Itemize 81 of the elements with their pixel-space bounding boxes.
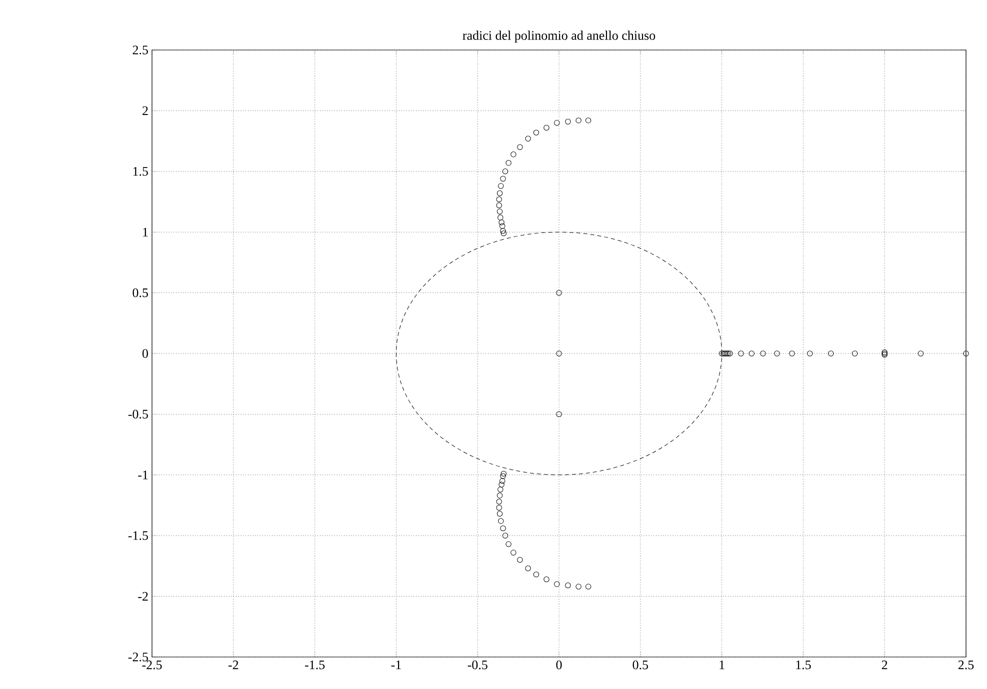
point: [496, 190, 503, 196]
y-tick-label: 0: [142, 349, 148, 358]
point: [500, 470, 506, 477]
point: [498, 220, 504, 226]
point: [727, 350, 733, 356]
y-tick-label: 0.5: [132, 288, 148, 298]
point: [498, 518, 504, 524]
point: [498, 214, 504, 220]
point: [576, 118, 582, 124]
point: [500, 176, 506, 182]
point: [963, 350, 969, 356]
chart-title: radici del polinomio ad anello chiuso: [462, 30, 656, 42]
point: [498, 486, 504, 492]
y-tick-label: 1.5: [133, 167, 148, 176]
point: [565, 582, 571, 588]
point: [585, 118, 592, 124]
x-tick-label: 2: [882, 660, 888, 670]
point: [496, 504, 502, 511]
point: [852, 350, 858, 356]
y-tick-label: 2: [142, 106, 148, 116]
point: [554, 120, 560, 126]
point: [506, 160, 512, 166]
y-tick-label: -1: [138, 470, 148, 480]
x-tick-label: 0.5: [632, 660, 648, 670]
point: [517, 557, 523, 563]
point: [496, 492, 503, 498]
point: [556, 290, 562, 296]
x-tick-label: -2: [228, 660, 238, 670]
x-tick-label: 2.5: [958, 660, 974, 670]
x-tick-label: 1.5: [796, 660, 811, 670]
x-tick-label: -1.5: [305, 660, 325, 670]
x-tick-label: -1: [391, 660, 401, 670]
point: [496, 510, 503, 517]
y-tick-label: 1: [143, 228, 148, 236]
point: [525, 136, 531, 142]
y-tick-label: -1.5: [128, 531, 148, 540]
point: [738, 350, 744, 356]
y-tick-label: -0.5: [128, 410, 148, 419]
x-tick-label: 1: [720, 660, 724, 670]
point: [500, 223, 506, 229]
point: [506, 541, 512, 547]
point: [502, 168, 508, 174]
x-tick-label: -0.5: [468, 660, 488, 670]
x-tick-label: 0: [556, 660, 562, 670]
point: [718, 350, 725, 356]
point: [498, 183, 504, 189]
point: [533, 572, 540, 578]
point: [496, 208, 503, 214]
y-tick-label: -2.5: [128, 652, 148, 662]
point: [510, 550, 516, 556]
y-tick-label: 2.5: [132, 46, 148, 54]
point: [496, 202, 502, 208]
point: [556, 411, 562, 418]
point: [517, 144, 523, 150]
point: [500, 473, 506, 479]
point: [496, 498, 502, 504]
point: [565, 118, 571, 124]
point: [576, 584, 582, 590]
point: [510, 152, 516, 158]
point: [585, 584, 592, 590]
point: [556, 350, 562, 356]
point: [500, 228, 506, 234]
point: [498, 482, 504, 488]
point: [774, 350, 780, 356]
point: [496, 196, 502, 202]
point: [760, 350, 766, 356]
point: [918, 350, 924, 356]
point: [502, 532, 508, 538]
point: [748, 350, 754, 356]
point: [533, 130, 540, 136]
point: [500, 525, 506, 532]
point: [544, 124, 550, 131]
point: [500, 478, 506, 484]
point: [807, 350, 813, 356]
point: [828, 350, 834, 356]
point: [500, 230, 506, 236]
point: [554, 581, 560, 588]
y-tick-label: -2: [138, 592, 148, 601]
point: [525, 566, 531, 572]
point: [544, 576, 550, 582]
point: [789, 350, 795, 356]
